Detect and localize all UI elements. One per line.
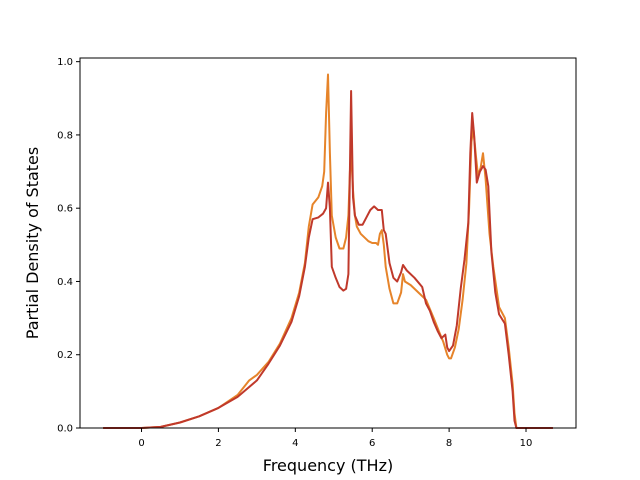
y-tick-label: 0.6 [57,204,73,215]
x-tick-label: 2 [215,438,221,449]
series-2-line [103,90,553,429]
x-axis-ticks: 0 2 4 6 8 10 [138,428,532,449]
y-tick-label: 0.8 [57,130,73,141]
y-tick-label: 1.0 [57,57,73,68]
x-tick-label: 4 [292,438,298,449]
y-tick-label: 0.0 [57,424,73,435]
series-lines [103,73,553,429]
x-axis-label: Frequency (THz) [263,456,393,475]
x-tick-label: 0 [138,438,144,449]
y-tick-label: 0.4 [57,277,73,288]
y-axis-label: Partial Density of States [23,147,42,339]
series-1-line [103,73,553,429]
x-tick-label: 8 [446,438,452,449]
y-tick-label: 0.2 [57,350,73,361]
x-tick-label: 6 [369,438,375,449]
y-axis-ticks: 0.0 0.2 0.4 0.6 0.8 1.0 [57,57,80,435]
plot-frame [79,57,577,429]
x-tick-label: 10 [520,438,533,449]
